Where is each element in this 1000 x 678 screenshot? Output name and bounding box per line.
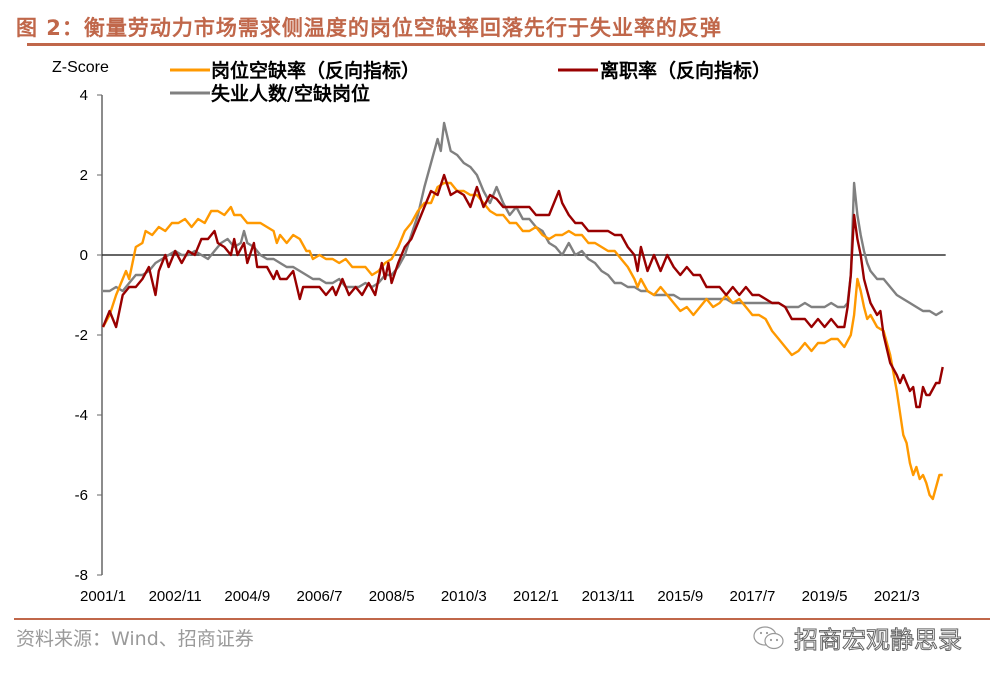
series-line-unemployed-per-opening [103,121,944,317]
x-tick-label: 2012/1 [513,588,559,605]
source-note: 资料来源：Wind、招商证券 [16,628,254,650]
y-tick-label: 0 [80,247,88,264]
title-rule [27,43,985,46]
y-tick-label: -2 [75,327,88,344]
x-tick-label: 2008/5 [369,588,415,605]
x-tick-label: 2004/9 [224,588,270,605]
legend-label-ratio: 失业人数/空缺岗位 [211,82,370,105]
legend: 岗位空缺率（反向指标） 离职率（反向指标） 失业人数/空缺岗位 [170,59,771,105]
x-tick-label: 2010/3 [441,588,487,605]
y-tick-label: -8 [75,567,88,584]
x-tick-label: 2002/11 [149,588,202,605]
x-tick-label: 2021/3 [874,588,920,605]
x-tick-label: 2015/9 [657,588,703,605]
x-tick-label: 2019/5 [802,588,848,605]
series-line-vacancy-rate [101,181,943,501]
series-group [101,121,944,501]
x-tick-label: 2001/1 [80,588,126,605]
x-tick-label: 2006/7 [297,588,343,605]
wechat-icon [753,625,784,649]
series-line-quits-rate [101,173,944,409]
legend-label-vacancy: 岗位空缺率（反向指标） [211,59,420,82]
y-tick-label: -6 [75,487,88,504]
watermark: 招商宏观静思录 [752,620,963,655]
legend-label-quits: 离职率（反向指标） [600,59,771,82]
x-tick-label: 2017/7 [729,588,775,605]
axes: 4 2 0 -2 -4 -6 -8 2001/1 2002/11 2004/9 2006/7 2008… [75,87,946,605]
x-tick-label: 2013/11 [582,588,635,605]
y-axis-label: Z-Score [52,59,109,76]
footer-rule [14,618,990,620]
line-chart: Z-Score 岗位空缺率（反向指标） 离职率（反向指标） 失业人数/空缺岗位 … [52,59,946,605]
figure-title: 图 2：衡量劳动力市场需求侧温度的岗位空缺率回落先行于失业率的反弹 [16,16,722,40]
y-tick-label: -4 [75,407,88,424]
watermark-text: 招商宏观静思录 [794,626,963,655]
y-tick-label: 4 [80,87,88,104]
y-tick-label: 2 [80,167,88,184]
